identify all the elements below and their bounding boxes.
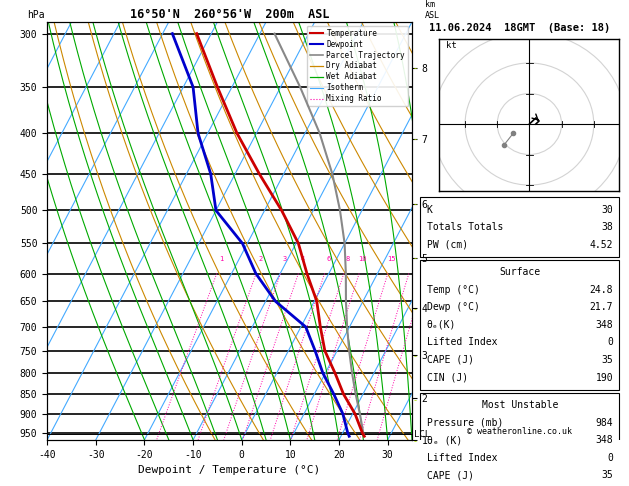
Text: 348: 348 [596, 435, 613, 445]
Bar [420, 197, 620, 257]
Text: Lifted Index: Lifted Index [426, 337, 497, 347]
Text: 35: 35 [601, 355, 613, 365]
Text: hPa: hPa [27, 10, 45, 20]
Text: 10: 10 [359, 256, 367, 262]
Text: 15: 15 [387, 256, 396, 262]
Text: PW (cm): PW (cm) [426, 240, 468, 250]
Text: -: - [413, 254, 416, 263]
Text: -: - [413, 396, 416, 405]
Text: kt: kt [446, 41, 457, 50]
Text: Dewp (°C): Dewp (°C) [426, 302, 479, 312]
Text: θₑ (K): θₑ (K) [426, 435, 462, 445]
Text: 348: 348 [596, 320, 613, 330]
Text: 2: 2 [258, 256, 262, 262]
Text: Lifted Index: Lifted Index [426, 453, 497, 463]
Text: K: K [426, 205, 433, 214]
Text: 0: 0 [607, 337, 613, 347]
Text: 30: 30 [601, 205, 613, 214]
Text: -: - [413, 437, 416, 447]
Text: 38: 38 [601, 222, 613, 232]
Text: 4: 4 [300, 256, 304, 262]
Text: 8: 8 [345, 256, 350, 262]
Text: 24.8: 24.8 [589, 285, 613, 295]
Text: 35: 35 [601, 470, 613, 480]
Text: Totals Totals: Totals Totals [426, 222, 503, 232]
Text: Pressure (mb): Pressure (mb) [426, 417, 503, 428]
Text: 4.52: 4.52 [589, 240, 613, 250]
Text: -: - [413, 352, 416, 361]
Text: Surface: Surface [499, 267, 540, 277]
Text: 3: 3 [282, 256, 287, 262]
Text: 984: 984 [596, 417, 613, 428]
Text: Temp (°C): Temp (°C) [426, 285, 479, 295]
Text: 1: 1 [219, 256, 223, 262]
Legend: Temperature, Dewpoint, Parcel Trajectory, Dry Adiabat, Wet Adiabat, Isotherm, Mi: Temperature, Dewpoint, Parcel Trajectory… [306, 26, 408, 106]
Text: 190: 190 [596, 373, 613, 382]
Bar [420, 393, 620, 486]
Text: 6: 6 [326, 256, 331, 262]
Text: -: - [413, 200, 416, 209]
Text: -: - [413, 136, 416, 144]
Text: θₑ(K): θₑ(K) [426, 320, 456, 330]
Text: -: - [413, 64, 416, 73]
Text: 0: 0 [607, 453, 613, 463]
Bar [420, 260, 620, 390]
Title: 16°50'N  260°56'W  200m  ASL: 16°50'N 260°56'W 200m ASL [130, 8, 330, 21]
Text: -: - [413, 305, 416, 313]
Text: CAPE (J): CAPE (J) [426, 355, 474, 365]
Text: LCL: LCL [415, 430, 431, 439]
Text: Most Unstable: Most Unstable [482, 400, 558, 410]
Text: 11.06.2024  18GMT  (Base: 18): 11.06.2024 18GMT (Base: 18) [429, 23, 611, 33]
Text: © weatheronline.co.uk: © weatheronline.co.uk [467, 428, 572, 436]
Text: CAPE (J): CAPE (J) [426, 470, 474, 480]
X-axis label: Dewpoint / Temperature (°C): Dewpoint / Temperature (°C) [138, 465, 321, 475]
Text: 21.7: 21.7 [589, 302, 613, 312]
Text: km
ASL: km ASL [425, 0, 440, 20]
Text: CIN (J): CIN (J) [426, 373, 468, 382]
